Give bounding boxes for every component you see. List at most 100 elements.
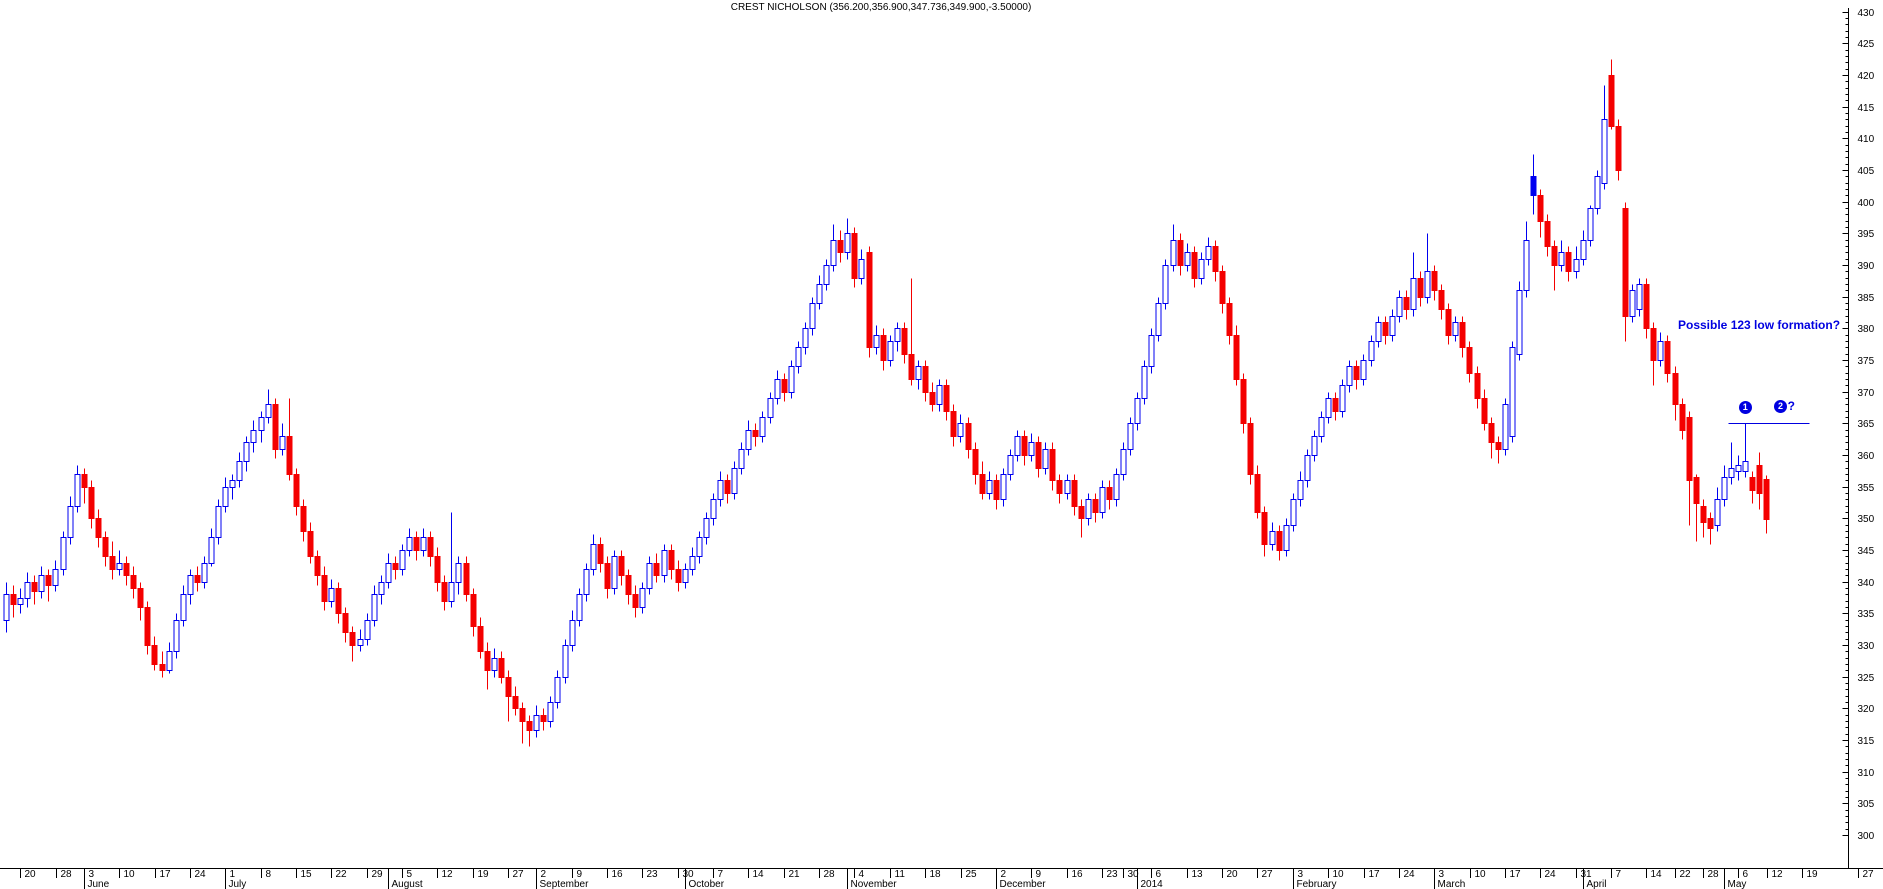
candle-body: [81, 474, 88, 488]
candle-body: [1403, 297, 1410, 310]
candle-body: [653, 563, 660, 576]
candle-body: [533, 715, 540, 731]
candle-body: [427, 537, 434, 557]
candle-body: [1594, 176, 1601, 209]
month-label: June: [88, 879, 110, 889]
candle-body: [441, 582, 448, 602]
candle-body: [844, 233, 851, 253]
price-axis-label: 415: [1858, 103, 1875, 114]
week-tick-label: 14: [1651, 869, 1663, 880]
candle-body: [1198, 259, 1205, 279]
price-axis-label: 320: [1858, 704, 1875, 715]
candle-body: [1530, 176, 1537, 196]
candle-body: [781, 379, 788, 393]
candle-body: [1558, 252, 1565, 266]
price-axis-label: 395: [1858, 229, 1875, 240]
month-label: August: [392, 879, 423, 889]
chart-title: CREST NICHOLSON (356.200,356.900,347.736…: [730, 2, 1032, 13]
candle-body: [378, 582, 385, 595]
candle-body: [17, 598, 24, 605]
candle-body: [745, 430, 752, 450]
candle-body: [477, 626, 484, 652]
price-axis-label: 305: [1858, 799, 1875, 810]
candle-body: [597, 544, 604, 564]
candle-body: [887, 341, 894, 361]
month-label: 2014: [1141, 879, 1164, 889]
candle-body: [159, 664, 166, 671]
candle-body: [646, 563, 653, 589]
candle-body: [67, 506, 74, 538]
week-tick-label: 28: [61, 869, 73, 880]
candle-body: [604, 563, 611, 589]
price-axis-label: 325: [1858, 673, 1875, 684]
week-tick-label: 16: [1072, 869, 1084, 880]
candle-body: [1707, 518, 1714, 529]
candle-body: [576, 594, 583, 621]
candle-body: [201, 563, 208, 583]
week-tick-label: 24: [1404, 869, 1416, 880]
candle-body: [1127, 423, 1134, 450]
candle-body: [109, 556, 116, 570]
candle-body: [1049, 449, 1056, 481]
candle-body: [434, 556, 441, 583]
candle-body: [60, 537, 67, 570]
price-axis-label: 335: [1858, 609, 1875, 620]
week-tick-label: 24: [195, 869, 207, 880]
candle-body: [406, 537, 413, 551]
candle-body: [1749, 477, 1756, 491]
week-tick-label: 10: [124, 869, 136, 880]
candle-body: [1714, 499, 1721, 526]
candle-body: [929, 392, 936, 405]
candle-body: [1756, 465, 1763, 494]
candle-body: [24, 582, 31, 599]
candle-body: [1092, 499, 1099, 513]
candle-body: [1410, 278, 1417, 310]
candle-body: [491, 658, 498, 671]
candle-body: [1141, 366, 1148, 399]
week-tick-label: 3: [1298, 869, 1304, 880]
price-axis-label: 370: [1858, 388, 1875, 399]
candle-body: [1650, 328, 1657, 361]
candle-body: [1544, 221, 1551, 247]
candle-body: [837, 240, 844, 253]
candle-body: [335, 588, 342, 614]
week-tick-label: 6: [1156, 869, 1162, 880]
week-tick-label: 13: [1192, 869, 1204, 880]
candle-body: [1064, 480, 1071, 494]
candle-body: [1742, 461, 1749, 472]
candle-body: [851, 233, 858, 279]
candle-body: [279, 436, 286, 450]
candle-body: [1155, 303, 1162, 336]
candle-body: [1587, 208, 1594, 241]
candle-body: [1162, 265, 1169, 304]
candle-body: [38, 575, 45, 592]
candle-body: [1120, 449, 1127, 475]
candle-body: [1078, 506, 1085, 519]
candle-body: [731, 468, 738, 494]
week-tick-label: 3: [1439, 869, 1445, 880]
candle-body: [717, 480, 724, 500]
price-axis-label: 355: [1858, 483, 1875, 494]
week-tick-label: 22: [336, 869, 348, 880]
candle-body: [3, 594, 10, 621]
candle-body: [894, 328, 901, 342]
question-mark: ?: [1787, 398, 1795, 413]
candle-body: [1276, 531, 1283, 551]
candle-body: [710, 499, 717, 519]
candle-body: [1297, 480, 1304, 500]
candle-body: [562, 645, 569, 678]
candle-body: [788, 366, 795, 393]
price-axis-label: 350: [1858, 514, 1875, 525]
candle-body: [1643, 284, 1650, 329]
candle-body: [957, 423, 964, 437]
candle-body: [675, 569, 682, 583]
week-tick-label: 19: [478, 869, 490, 880]
candle-body: [173, 620, 180, 652]
candle-body: [1085, 499, 1092, 519]
candle-body: [547, 702, 554, 722]
week-tick-label: 17: [1369, 869, 1381, 880]
candle-body: [554, 677, 561, 703]
week-tick-label: 23: [1107, 869, 1119, 880]
candle-body: [74, 474, 81, 507]
